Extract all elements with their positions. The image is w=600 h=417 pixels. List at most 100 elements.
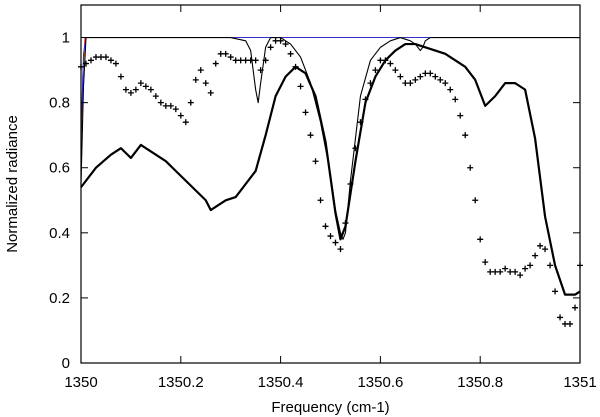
data-point	[537, 242, 544, 249]
data-point	[367, 80, 374, 87]
data-point	[137, 80, 144, 87]
data-point	[282, 41, 289, 48]
series-line-model-thin-black	[80, 37, 580, 240]
data-point	[452, 96, 459, 103]
data-point	[392, 67, 399, 74]
data-point	[182, 119, 189, 126]
data-point	[177, 112, 184, 119]
data-point	[132, 86, 139, 93]
data-point	[457, 112, 464, 119]
data-point	[102, 54, 109, 61]
y-tick-label: 0.6	[49, 160, 70, 177]
data-point	[467, 164, 474, 171]
data-point	[317, 197, 324, 204]
data-point	[117, 73, 124, 80]
data-point	[337, 246, 344, 253]
data-point	[322, 223, 329, 230]
series-markers	[78, 37, 583, 327]
data-point	[572, 304, 579, 311]
y-tick-label: 1	[62, 30, 70, 47]
data-point	[512, 268, 519, 275]
data-point	[482, 259, 489, 266]
x-tick-label: 1350.8	[457, 374, 503, 391]
data-point	[397, 73, 404, 80]
data-point	[202, 80, 209, 87]
data-point	[167, 102, 174, 109]
data-point	[302, 109, 309, 116]
data-point	[142, 83, 149, 90]
y-axis-label: Normalized radiance	[4, 115, 21, 253]
data-point	[262, 57, 269, 64]
data-point	[552, 288, 559, 295]
data-point	[127, 89, 134, 96]
data-point	[312, 158, 319, 165]
x-axis-label: Frequency (cm-1)	[271, 399, 389, 416]
data-point	[187, 99, 194, 106]
data-point	[147, 86, 154, 93]
data-point	[517, 272, 524, 279]
data-point	[372, 67, 379, 74]
data-point	[352, 145, 359, 152]
data-point	[192, 76, 199, 83]
data-point	[477, 236, 484, 243]
data-point	[287, 50, 294, 57]
data-point	[197, 67, 204, 74]
data-point	[207, 89, 214, 96]
data-point	[87, 57, 94, 64]
x-axis: 1350 1350.2 1350.4 1350.6 1350.8 1351	[64, 5, 597, 391]
data-point	[532, 252, 539, 259]
x-tick-label: 1350.2	[158, 374, 204, 391]
data-point	[267, 44, 274, 51]
data-point	[502, 265, 509, 272]
data-point	[227, 54, 234, 61]
data-point	[332, 239, 339, 246]
data-point	[387, 60, 394, 67]
data-point	[462, 132, 469, 139]
data-point	[342, 220, 349, 227]
data-point	[382, 57, 389, 64]
data-point	[547, 262, 554, 269]
y-tick-label: 0.2	[49, 290, 70, 307]
x-tick-label: 1350.4	[258, 374, 304, 391]
data-point	[157, 99, 164, 106]
y-axis: 0 0.2 0.4 0.6 0.8 1	[49, 30, 580, 372]
data-point	[112, 60, 119, 67]
x-tick-label: 1350	[64, 374, 97, 391]
x-tick-label: 1350.6	[357, 374, 403, 391]
data-point	[427, 70, 434, 77]
data-point	[567, 320, 574, 327]
data-point	[447, 86, 454, 93]
data-point	[557, 314, 564, 321]
data-point	[152, 93, 159, 100]
plot-frame	[80, 4, 581, 364]
data-point	[292, 63, 299, 70]
data-point	[257, 67, 264, 74]
data-point	[437, 76, 444, 83]
data-point	[347, 181, 354, 187]
series-line-model-blue	[80, 37, 580, 136]
series-lines	[80, 37, 581, 296]
data-point	[472, 197, 479, 204]
data-point	[362, 96, 369, 103]
data-point	[497, 268, 504, 275]
data-point	[297, 83, 304, 90]
data-point	[222, 50, 229, 57]
data-point	[357, 119, 364, 126]
y-tick-label: 0.4	[49, 225, 70, 242]
data-point	[122, 86, 129, 93]
data-point	[307, 132, 314, 139]
data-point	[417, 73, 424, 80]
data-point	[432, 73, 439, 80]
data-point	[542, 246, 549, 253]
data-point	[527, 262, 534, 269]
data-point	[212, 60, 219, 67]
series-line-model-thick-black	[80, 42, 581, 296]
y-tick-label: 0.8	[49, 95, 70, 112]
y-tick-label: 0	[62, 355, 70, 372]
data-point	[522, 265, 529, 272]
data-point	[172, 106, 179, 113]
data-point	[412, 76, 419, 83]
x-tick-label: 1351	[563, 374, 596, 391]
